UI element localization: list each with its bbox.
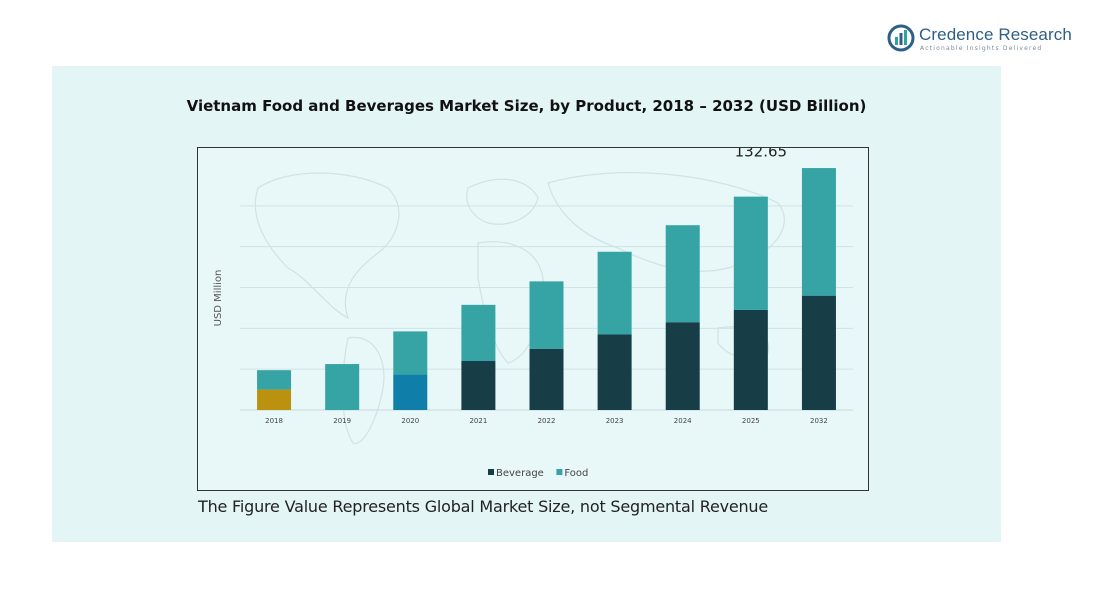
chart-title: Vietnam Food and Beverages Market Size, …: [186, 97, 867, 115]
bar-beverage-2021: [461, 361, 496, 410]
plot-area: USD Million 2018 2019 2020 2021 2022 2023 2024 2…: [197, 147, 869, 491]
footnote: The Figure Value Represents Global Marke…: [198, 497, 769, 516]
brand-tagline: Actionable Insights Delivered: [920, 45, 1043, 52]
y-axis-label: USD Million: [213, 270, 224, 327]
x-tick-label: 2025: [742, 417, 760, 425]
bar-beverage-2023: [597, 334, 632, 410]
credence-research-logo: Credence Research Actionable Insights De…: [887, 24, 1077, 56]
bar-beverage-2032: [801, 295, 836, 410]
x-tick-label: 2032: [810, 417, 828, 425]
x-tick-label: 2018: [265, 417, 283, 425]
map-landmass: [254, 172, 400, 320]
brand-name: Credence Research: [919, 25, 1072, 44]
bar-beverage-2024: [665, 322, 700, 410]
bar-beverage-2018: [257, 389, 292, 410]
bar-beverage-2020: [393, 374, 428, 410]
logo-bars-icon: [887, 24, 915, 52]
bar-food-2018: [257, 370, 292, 390]
bar-beverage-2025: [733, 309, 768, 410]
bar-beverage-2022: [529, 348, 564, 410]
bar-food-2024: [665, 225, 700, 323]
x-tick-label: 2019: [333, 417, 351, 425]
bar-food-2022: [529, 281, 564, 349]
bar-chart: USD Million 2018 2019 2020 2021 2022 2023 2024 2…: [213, 148, 853, 479]
map-landmass: [466, 178, 539, 225]
x-tick-label: 2020: [401, 417, 419, 425]
chart-panel: Vietnam Food and Beverages Market Size, …: [52, 66, 1001, 542]
x-tick-label: 2023: [606, 417, 624, 425]
legend-swatch-beverage: [488, 469, 494, 475]
bar-food-2019: [325, 364, 360, 410]
bar-food-2023: [597, 251, 632, 335]
bar-food-2020: [393, 331, 428, 375]
legend-label-food: Food: [564, 468, 588, 479]
x-tick-label: 2022: [538, 417, 556, 425]
data-label: 132.65: [735, 148, 788, 161]
x-tick-label: 2024: [674, 417, 692, 425]
bar-food-2021: [461, 304, 496, 361]
x-tick-label: 2021: [469, 417, 487, 425]
bar-food-2025: [733, 196, 768, 310]
legend-swatch-food: [556, 469, 563, 475]
bar-food-2032: [801, 168, 836, 296]
legend-label-beverage: Beverage: [496, 468, 544, 479]
